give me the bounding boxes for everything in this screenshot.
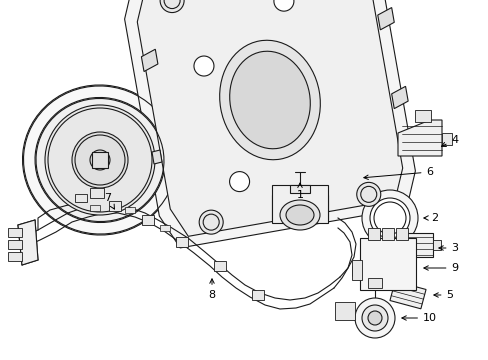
Circle shape [229, 172, 249, 192]
Bar [441, 133, 451, 145]
Ellipse shape [22, 85, 177, 235]
Bar [142, 215, 154, 225]
Text: 3: 3 [438, 243, 458, 253]
Bar [75, 194, 87, 202]
Bar [176, 237, 187, 247]
Text: 8: 8 [208, 279, 215, 300]
Bar [414, 110, 430, 122]
Bar [396, 233, 432, 257]
Text: 2: 2 [423, 213, 438, 223]
Polygon shape [160, 225, 170, 231]
Polygon shape [137, 0, 402, 236]
Text: 6: 6 [363, 167, 433, 180]
Circle shape [369, 198, 409, 238]
Bar [271, 185, 327, 223]
Polygon shape [389, 281, 425, 309]
Bar [381, 228, 393, 240]
Polygon shape [124, 0, 414, 248]
Bar [8, 252, 22, 261]
Bar [367, 228, 379, 240]
Text: 7: 7 [104, 193, 114, 209]
Bar [214, 261, 225, 271]
Bar [432, 240, 440, 250]
Bar [251, 290, 264, 300]
Circle shape [90, 150, 110, 170]
Circle shape [273, 0, 293, 11]
Bar [92, 152, 108, 168]
Ellipse shape [280, 200, 319, 230]
Ellipse shape [229, 51, 310, 149]
Circle shape [356, 183, 380, 206]
Circle shape [194, 56, 214, 76]
Text: 1: 1 [296, 183, 303, 200]
Polygon shape [90, 205, 100, 211]
Polygon shape [125, 207, 135, 213]
Polygon shape [18, 220, 38, 265]
Polygon shape [141, 49, 158, 72]
Circle shape [361, 190, 417, 246]
Bar [359, 238, 415, 290]
Polygon shape [152, 150, 162, 164]
Ellipse shape [35, 98, 164, 222]
Circle shape [160, 0, 184, 13]
Bar [90, 188, 104, 198]
Polygon shape [397, 120, 441, 156]
Bar [367, 278, 381, 288]
Circle shape [72, 132, 128, 188]
Bar [351, 260, 361, 280]
Text: 10: 10 [401, 313, 436, 323]
Text: 9: 9 [423, 263, 458, 273]
Bar [289, 185, 309, 193]
Circle shape [45, 105, 155, 215]
Text: 5: 5 [433, 290, 452, 300]
Circle shape [361, 305, 387, 331]
Bar [8, 240, 22, 249]
Circle shape [199, 210, 223, 234]
Polygon shape [377, 8, 393, 30]
Bar [109, 201, 121, 211]
Polygon shape [391, 86, 407, 109]
Bar [334, 302, 354, 320]
Text: 4: 4 [441, 135, 458, 147]
Bar [395, 228, 407, 240]
Bar [388, 240, 396, 250]
Ellipse shape [285, 205, 313, 225]
Circle shape [367, 311, 381, 325]
Bar [8, 228, 22, 237]
Ellipse shape [219, 40, 320, 160]
Circle shape [354, 298, 394, 338]
